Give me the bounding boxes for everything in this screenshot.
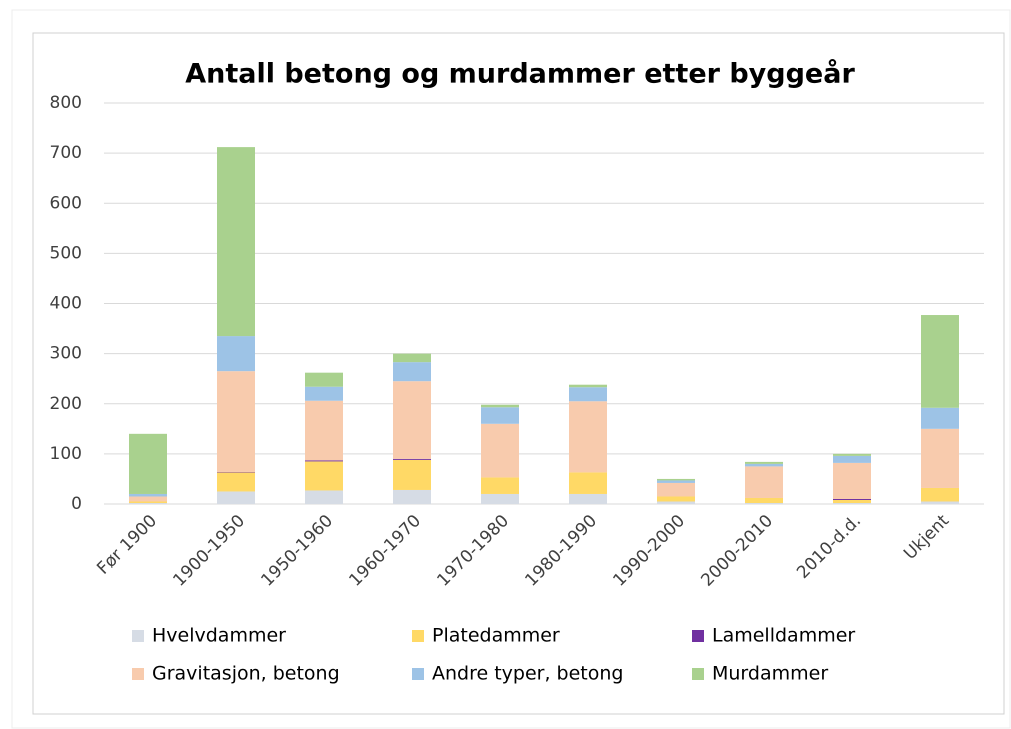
bar-segment xyxy=(921,487,959,502)
bar-segment xyxy=(129,433,167,494)
bar-segment xyxy=(217,491,255,504)
bar-segment xyxy=(745,463,783,467)
bar-segment xyxy=(833,498,871,500)
y-tick-label: 300 xyxy=(50,344,82,364)
bar-segment xyxy=(657,478,695,481)
bar-segment xyxy=(921,501,959,504)
y-tick-label: 700 xyxy=(50,143,82,163)
bar-segment xyxy=(569,401,607,473)
bar-segment xyxy=(305,386,343,401)
bar-segment xyxy=(129,502,167,504)
bar-segment xyxy=(481,407,519,424)
bar-segment xyxy=(569,387,607,402)
y-tick-label: 0 xyxy=(71,494,82,514)
bar-segment xyxy=(657,480,695,483)
bar-segment xyxy=(481,404,519,408)
bar-segment xyxy=(657,501,695,504)
bar-segment xyxy=(393,381,431,459)
legend-swatch xyxy=(692,630,704,642)
bar-segment xyxy=(481,423,519,478)
legend-swatch xyxy=(412,630,424,642)
bar-segment xyxy=(921,315,959,408)
bar-segment xyxy=(745,497,783,503)
chart-frame xyxy=(32,32,1005,715)
bar-segment xyxy=(217,147,255,337)
bar-segment xyxy=(657,496,695,502)
chart-title: Antall betong og murdammer etter byggeår xyxy=(185,58,855,90)
bar-segment xyxy=(569,493,607,504)
bar-segment xyxy=(217,371,255,472)
y-tick-label: 600 xyxy=(50,193,82,213)
legend-label: Andre typer, betong xyxy=(432,663,623,685)
bar-segment xyxy=(657,482,695,497)
bar-segment xyxy=(921,407,959,429)
bar-segment xyxy=(833,499,871,503)
bar-segment xyxy=(305,490,343,504)
y-tick-label: 100 xyxy=(50,444,82,464)
bar-segment xyxy=(393,489,431,504)
bar-segment xyxy=(833,502,871,504)
bar-segment xyxy=(921,428,959,488)
legend-swatch xyxy=(132,668,144,680)
bar-segment xyxy=(305,400,343,461)
bar-segment xyxy=(393,458,431,460)
bar-segment xyxy=(833,462,871,499)
bar-segment xyxy=(393,362,431,382)
bar-segment xyxy=(129,501,167,503)
bar-segment xyxy=(481,493,519,504)
legend-label: Hvelvdammer xyxy=(152,625,286,647)
bar-segment xyxy=(129,493,167,497)
bar-segment xyxy=(569,384,607,388)
bar-segment xyxy=(217,336,255,372)
bar-segment xyxy=(393,353,431,363)
bar-segment xyxy=(833,453,871,456)
bar-segment xyxy=(305,460,343,462)
bar-segment xyxy=(833,455,871,463)
bar-segment xyxy=(217,472,255,492)
legend-label: Platedammer xyxy=(432,625,560,647)
y-tick-label: 400 xyxy=(50,294,82,314)
y-tick-label: 800 xyxy=(50,93,82,113)
y-tick-label: 200 xyxy=(50,394,82,414)
legend-label: Murdammer xyxy=(712,663,828,685)
bar-segment xyxy=(481,477,519,494)
legend-swatch xyxy=(132,630,144,642)
bar-segment xyxy=(745,502,783,504)
bar-segment xyxy=(745,466,783,498)
legend-label: Gravitasjon, betong xyxy=(152,663,340,685)
bar-segment xyxy=(305,461,343,491)
bar-segment xyxy=(129,496,167,502)
bar-segment xyxy=(569,472,607,494)
legend-swatch xyxy=(692,668,704,680)
legend-label: Lamelldammer xyxy=(712,625,855,647)
bar-segment xyxy=(305,372,343,387)
legend-swatch xyxy=(412,668,424,680)
bar-segment xyxy=(393,459,431,490)
y-tick-label: 500 xyxy=(50,243,82,263)
bar-segment xyxy=(745,461,783,464)
bar-segment xyxy=(217,471,255,473)
